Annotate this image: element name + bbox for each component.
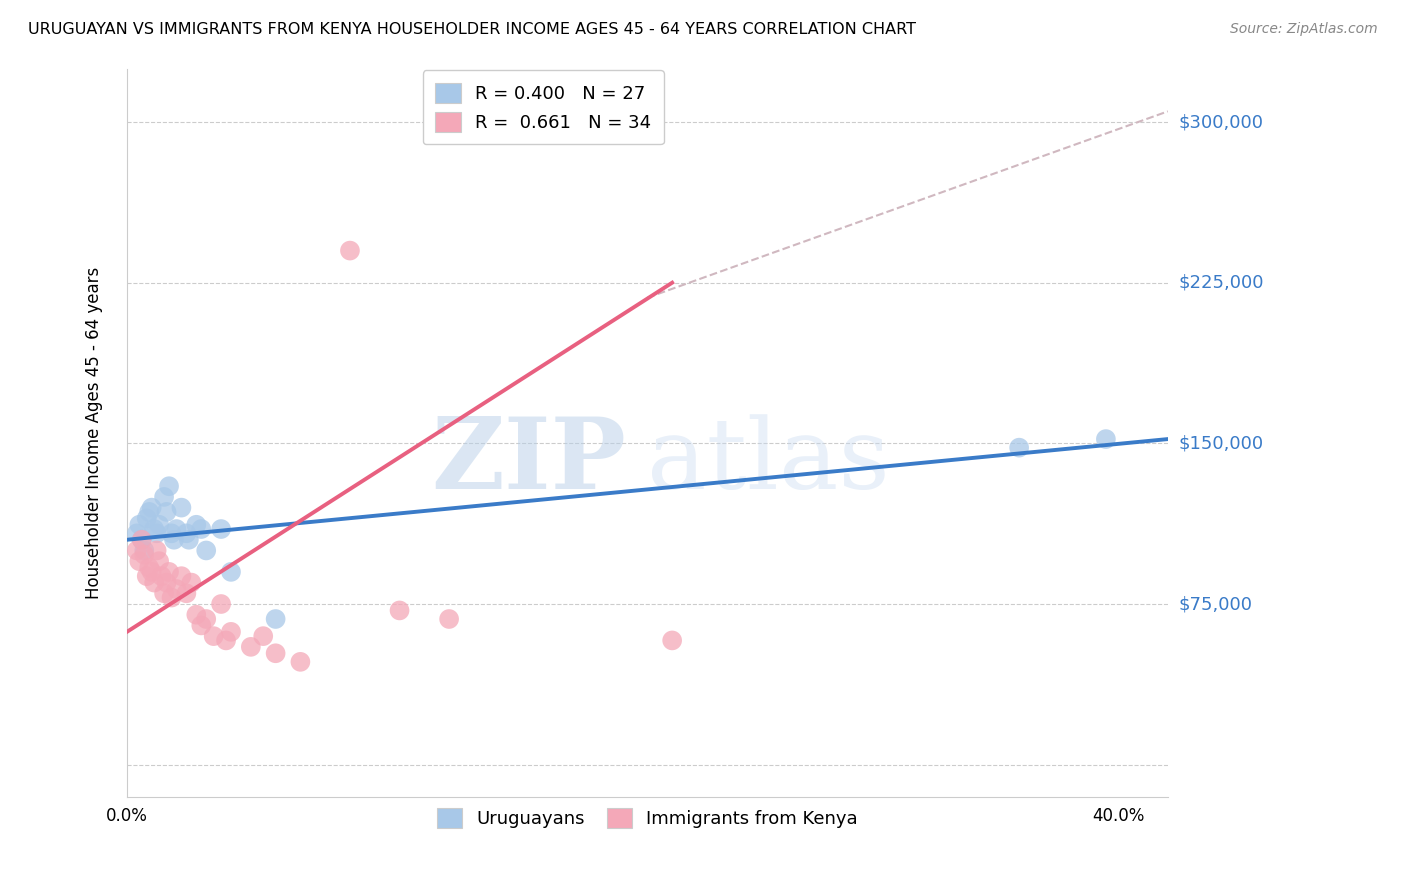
Point: [186, 607, 208, 622]
Point: [202, 629, 225, 643]
Point: [153, 490, 176, 504]
Text: $75,000: $75,000: [1180, 595, 1253, 613]
Point: [437, 612, 460, 626]
Text: atlas: atlas: [647, 414, 890, 509]
Point: [143, 575, 166, 590]
Point: [145, 543, 167, 558]
Point: [239, 640, 262, 654]
Text: $150,000: $150,000: [1180, 434, 1264, 452]
Text: $300,000: $300,000: [1180, 113, 1264, 131]
Point: [143, 522, 166, 536]
Point: [186, 517, 208, 532]
Point: [180, 575, 202, 590]
Point: [264, 646, 287, 660]
Text: URUGUAYAN VS IMMIGRANTS FROM KENYA HOUSEHOLDER INCOME AGES 45 - 64 YEARS CORRELA: URUGUAYAN VS IMMIGRANTS FROM KENYA HOUSE…: [28, 22, 917, 37]
Point: [157, 479, 180, 493]
Point: [661, 633, 683, 648]
Point: [219, 624, 242, 639]
Point: [125, 543, 148, 558]
Point: [160, 526, 183, 541]
Point: [166, 522, 188, 536]
Y-axis label: Householder Income Ages 45 - 64 years: Householder Income Ages 45 - 64 years: [86, 267, 103, 599]
Point: [190, 522, 212, 536]
Text: ZIP: ZIP: [432, 413, 627, 510]
Point: [148, 517, 170, 532]
Point: [125, 526, 148, 541]
Point: [141, 565, 163, 579]
Point: [153, 586, 176, 600]
Point: [134, 543, 156, 558]
Point: [155, 575, 177, 590]
Point: [157, 565, 180, 579]
Point: [163, 533, 186, 547]
Point: [160, 591, 183, 605]
Point: [170, 569, 193, 583]
Point: [195, 543, 218, 558]
Text: $225,000: $225,000: [1180, 274, 1264, 292]
Point: [134, 548, 156, 562]
Point: [135, 511, 157, 525]
Point: [138, 560, 160, 574]
Point: [388, 603, 411, 617]
Point: [290, 655, 312, 669]
Point: [148, 554, 170, 568]
Point: [252, 629, 274, 643]
Point: [166, 582, 188, 596]
Point: [128, 517, 150, 532]
Point: [155, 505, 177, 519]
Point: [209, 597, 232, 611]
Point: [195, 612, 218, 626]
Point: [219, 565, 242, 579]
Point: [150, 569, 173, 583]
Point: [131, 533, 153, 547]
Point: [264, 612, 287, 626]
Point: [215, 633, 238, 648]
Point: [1095, 432, 1118, 446]
Point: [339, 244, 361, 258]
Point: [176, 526, 198, 541]
Point: [145, 526, 167, 541]
Point: [138, 505, 160, 519]
Point: [141, 500, 163, 515]
Point: [135, 569, 157, 583]
Point: [170, 500, 193, 515]
Text: Source: ZipAtlas.com: Source: ZipAtlas.com: [1230, 22, 1378, 37]
Point: [1008, 441, 1031, 455]
Point: [128, 554, 150, 568]
Point: [190, 618, 212, 632]
Point: [209, 522, 232, 536]
Point: [131, 533, 153, 547]
Legend: Uruguayans, Immigrants from Kenya: Uruguayans, Immigrants from Kenya: [430, 801, 865, 835]
Point: [176, 586, 198, 600]
Point: [177, 533, 200, 547]
